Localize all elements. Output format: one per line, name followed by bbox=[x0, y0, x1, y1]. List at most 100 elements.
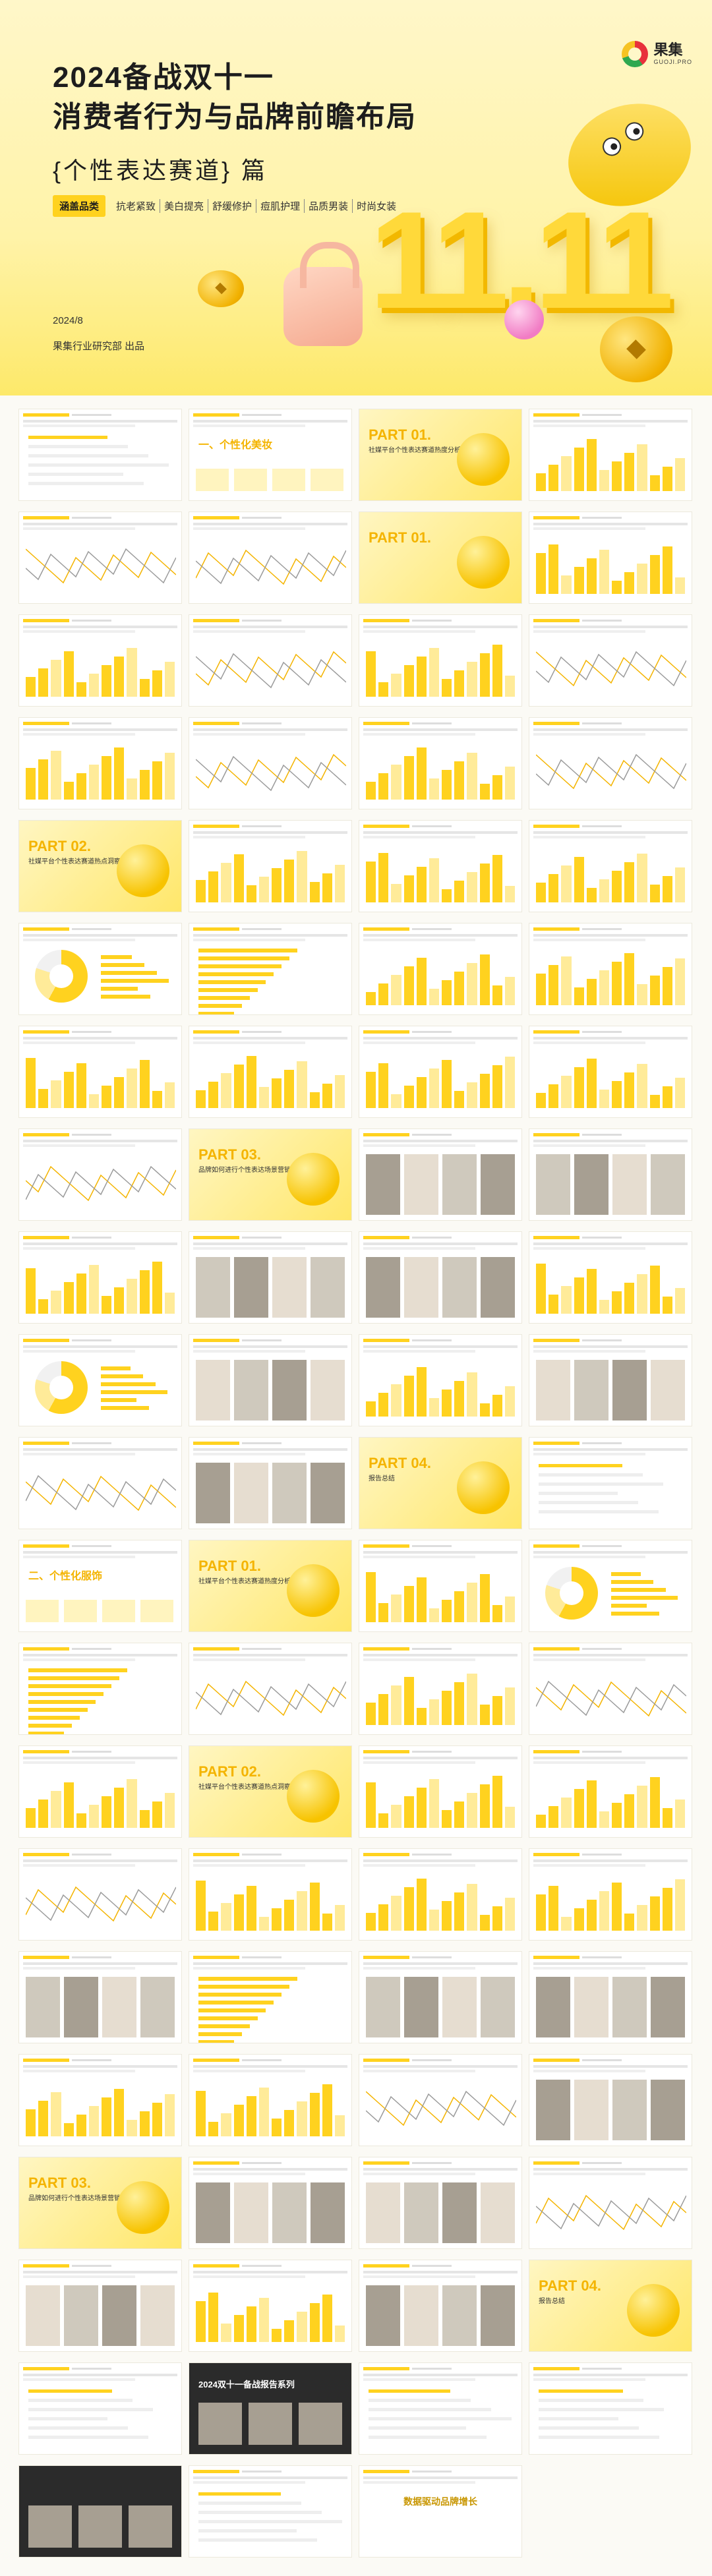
slide-thumbnail[interactable] bbox=[359, 1026, 522, 1118]
slide-thumbnail[interactable] bbox=[18, 1128, 182, 1221]
bar bbox=[88, 1265, 100, 1314]
slide-thumbnail[interactable] bbox=[359, 717, 522, 809]
slide-thumbnail[interactable] bbox=[189, 2054, 352, 2146]
slide-thumbnail[interactable] bbox=[189, 2465, 352, 2558]
slide-thumbnail[interactable] bbox=[189, 1437, 352, 1529]
slide-thumbnail[interactable] bbox=[529, 1437, 692, 1529]
slide-title-line bbox=[363, 1859, 518, 1862]
slide-thumbnail[interactable] bbox=[359, 820, 522, 912]
bar bbox=[221, 2113, 231, 2136]
slide-thumbnail[interactable] bbox=[18, 2362, 182, 2455]
bar bbox=[561, 1076, 572, 1108]
slide-thumbnail[interactable]: 二、个性化服饰 bbox=[18, 1540, 182, 1632]
slide-thumbnail[interactable] bbox=[189, 1951, 352, 2043]
slide-thumbnail[interactable] bbox=[18, 717, 182, 809]
slide-thumbnail[interactable] bbox=[359, 2260, 522, 2352]
slide-thumbnail[interactable] bbox=[18, 1951, 182, 2043]
slide-thumbnail[interactable] bbox=[189, 1026, 352, 1118]
slide-header-line bbox=[72, 1751, 111, 1753]
slide-thumbnail[interactable]: PART 01. bbox=[359, 512, 522, 604]
bar-chart bbox=[196, 850, 345, 902]
slide-thumbnail[interactable]: PART 01. 社媒平台个性表达赛道热度分析 bbox=[359, 409, 522, 501]
slide-thumbnail[interactable] bbox=[18, 614, 182, 707]
slide-thumbnail[interactable] bbox=[529, 820, 692, 912]
slide-thumbnail[interactable] bbox=[189, 820, 352, 912]
slide-thumbnail[interactable] bbox=[529, 717, 692, 809]
slide-thumbnail[interactable] bbox=[529, 409, 692, 501]
slide-thumbnail[interactable]: PART 03. 品牌如何进行个性表达场景营销 bbox=[189, 1128, 352, 1221]
slide-thumbnail[interactable] bbox=[189, 2157, 352, 2249]
slide-thumbnail[interactable] bbox=[529, 1540, 692, 1632]
slide-thumbnail[interactable] bbox=[18, 923, 182, 1015]
slide-thumbnail[interactable] bbox=[529, 1026, 692, 1118]
slide-thumbnail[interactable] bbox=[18, 1437, 182, 1529]
slide-thumbnail[interactable] bbox=[18, 512, 182, 604]
slide-thumbnail[interactable] bbox=[359, 1848, 522, 1941]
slide-thumbnail[interactable] bbox=[359, 614, 522, 707]
slide-header-line bbox=[72, 1031, 111, 1033]
bar bbox=[198, 1993, 282, 1997]
slide-thumbnail[interactable]: PART 02. 社媒平台个性表达赛道热点洞察 bbox=[18, 820, 182, 912]
slide-thumbnail[interactable] bbox=[529, 1745, 692, 1838]
slide-thumbnail[interactable] bbox=[359, 2362, 522, 2455]
slide-thumbnail[interactable] bbox=[189, 717, 352, 809]
slide-thumbnail[interactable] bbox=[189, 1334, 352, 1426]
slide-thumbnail[interactable] bbox=[189, 923, 352, 1015]
slide-thumbnail[interactable] bbox=[529, 1643, 692, 1735]
slide-thumbnail[interactable] bbox=[529, 923, 692, 1015]
slide-thumbnail[interactable] bbox=[529, 2054, 692, 2146]
slide-thumbnail[interactable] bbox=[18, 2054, 182, 2146]
slide-thumbnail[interactable] bbox=[189, 2260, 352, 2352]
bar bbox=[624, 1072, 635, 1108]
slide-thumbnail[interactable] bbox=[189, 512, 352, 604]
slide-thumbnail[interactable]: 数据驱动品牌增长 bbox=[359, 2465, 522, 2558]
slide-thumbnail[interactable]: PART 04. 报告总结 bbox=[359, 1437, 522, 1529]
slide-thumbnail[interactable] bbox=[359, 1745, 522, 1838]
pink-ball-illustration bbox=[504, 300, 544, 339]
slide-thumbnail[interactable] bbox=[359, 2054, 522, 2146]
line-chart bbox=[536, 2194, 686, 2231]
slide-thumbnail[interactable] bbox=[359, 1231, 522, 1324]
slide-thumbnail[interactable] bbox=[189, 1643, 352, 1735]
slide-thumbnail[interactable] bbox=[18, 2465, 182, 2558]
slide-thumbnail[interactable] bbox=[529, 614, 692, 707]
slide-thumbnail[interactable]: 2024双十一备战报告系列 bbox=[189, 2362, 352, 2455]
bar bbox=[366, 862, 376, 902]
slide-thumbnail[interactable] bbox=[529, 1848, 692, 1941]
slide-thumbnail[interactable] bbox=[529, 1231, 692, 1324]
slide-thumbnail[interactable] bbox=[529, 2157, 692, 2249]
slide-thumbnail[interactable] bbox=[189, 1848, 352, 1941]
slide-thumbnail[interactable] bbox=[18, 1848, 182, 1941]
slide-thumbnail[interactable] bbox=[529, 1128, 692, 1221]
slide-thumbnail[interactable] bbox=[18, 409, 182, 501]
slide-thumbnail[interactable] bbox=[189, 1231, 352, 1324]
slide-thumbnail[interactable] bbox=[359, 923, 522, 1015]
slide-thumbnail[interactable] bbox=[529, 512, 692, 604]
slide-thumbnail[interactable] bbox=[359, 2157, 522, 2249]
slide-thumbnail[interactable] bbox=[359, 1951, 522, 2043]
slide-header-tag bbox=[23, 1853, 69, 1856]
slide-thumbnail[interactable] bbox=[359, 1128, 522, 1221]
slide-thumbnail[interactable] bbox=[189, 614, 352, 707]
slide-thumbnail[interactable] bbox=[529, 2362, 692, 2455]
slide-thumbnail[interactable] bbox=[529, 1951, 692, 2043]
slide-thumbnail[interactable] bbox=[18, 1231, 182, 1324]
slide-thumbnail[interactable] bbox=[18, 1026, 182, 1118]
slide-thumbnail-grid: 一、个性化美妆 PART 01. 社媒平台个性表达赛道热度分析 PART 01. PAR… bbox=[18, 409, 694, 2558]
slide-thumbnail[interactable]: PART 01. 社媒平台个性表达赛道热度分析 bbox=[189, 1540, 352, 1632]
slide-thumbnail[interactable] bbox=[359, 1643, 522, 1735]
slide-thumbnail[interactable] bbox=[18, 1643, 182, 1735]
slide-thumbnail[interactable]: PART 03. 品牌如何进行个性表达场景营销 bbox=[18, 2157, 182, 2249]
bar bbox=[649, 1266, 660, 1314]
slide-thumbnail[interactable]: 一、个性化美妆 bbox=[189, 409, 352, 501]
bar bbox=[561, 1286, 572, 1314]
slide-thumbnail[interactable] bbox=[18, 2260, 182, 2352]
slide-thumbnail[interactable] bbox=[18, 1334, 182, 1426]
slide-thumbnail[interactable] bbox=[529, 1334, 692, 1426]
slide-thumbnail[interactable]: PART 04. 报告总结 bbox=[529, 2260, 692, 2352]
slide-thumbnail[interactable] bbox=[359, 1540, 522, 1632]
slide-thumbnail[interactable] bbox=[18, 1745, 182, 1838]
slide-thumbnail[interactable]: PART 02. 社媒平台个性表达赛道热点洞察 bbox=[189, 1745, 352, 1838]
slide-thumbnail[interactable] bbox=[359, 1334, 522, 1426]
bar bbox=[272, 1908, 282, 1931]
